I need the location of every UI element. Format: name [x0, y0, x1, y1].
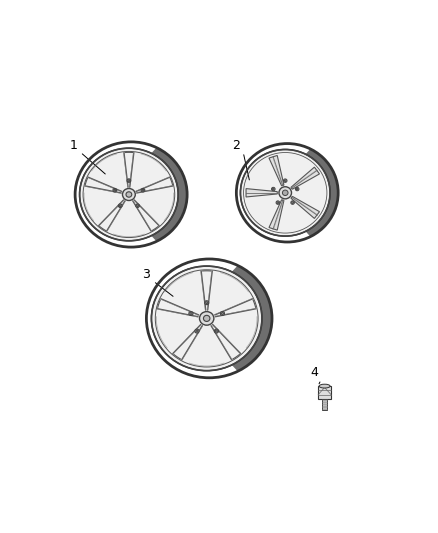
Ellipse shape — [137, 205, 138, 207]
Polygon shape — [291, 196, 319, 219]
Ellipse shape — [204, 316, 210, 321]
Ellipse shape — [199, 312, 214, 325]
Ellipse shape — [136, 204, 139, 207]
Polygon shape — [151, 148, 187, 241]
Ellipse shape — [80, 148, 178, 241]
Text: 2: 2 — [233, 139, 240, 152]
Ellipse shape — [195, 329, 199, 333]
Ellipse shape — [205, 302, 208, 304]
Ellipse shape — [196, 330, 198, 332]
Text: 4: 4 — [311, 366, 318, 379]
Text: 3: 3 — [142, 268, 150, 281]
Ellipse shape — [284, 180, 286, 182]
Polygon shape — [269, 200, 284, 230]
Ellipse shape — [113, 189, 117, 192]
Ellipse shape — [215, 330, 218, 332]
Ellipse shape — [205, 301, 209, 305]
Polygon shape — [269, 156, 284, 186]
Ellipse shape — [214, 329, 219, 333]
Ellipse shape — [283, 190, 288, 196]
Ellipse shape — [126, 192, 132, 197]
Ellipse shape — [276, 201, 279, 204]
Ellipse shape — [128, 180, 130, 181]
Text: 1: 1 — [70, 139, 78, 152]
Ellipse shape — [221, 312, 223, 314]
Polygon shape — [291, 167, 319, 189]
Ellipse shape — [240, 149, 330, 236]
Ellipse shape — [127, 179, 131, 182]
Ellipse shape — [296, 188, 298, 190]
Ellipse shape — [292, 201, 293, 204]
Ellipse shape — [114, 189, 116, 191]
Ellipse shape — [119, 205, 121, 207]
Ellipse shape — [272, 187, 275, 191]
Bar — [318, 386, 331, 399]
Ellipse shape — [319, 384, 330, 388]
Polygon shape — [232, 265, 272, 372]
Polygon shape — [306, 149, 338, 237]
Ellipse shape — [141, 189, 145, 192]
Ellipse shape — [272, 188, 274, 190]
Ellipse shape — [283, 179, 287, 182]
Ellipse shape — [190, 312, 192, 314]
Ellipse shape — [189, 312, 193, 316]
Ellipse shape — [152, 266, 262, 370]
Ellipse shape — [291, 201, 294, 204]
Ellipse shape — [295, 187, 299, 191]
Ellipse shape — [123, 189, 135, 200]
Ellipse shape — [118, 204, 122, 207]
Ellipse shape — [220, 312, 225, 316]
Ellipse shape — [142, 189, 144, 191]
Polygon shape — [246, 189, 277, 197]
Bar — [322, 399, 327, 410]
Ellipse shape — [277, 201, 279, 204]
Ellipse shape — [279, 187, 292, 199]
